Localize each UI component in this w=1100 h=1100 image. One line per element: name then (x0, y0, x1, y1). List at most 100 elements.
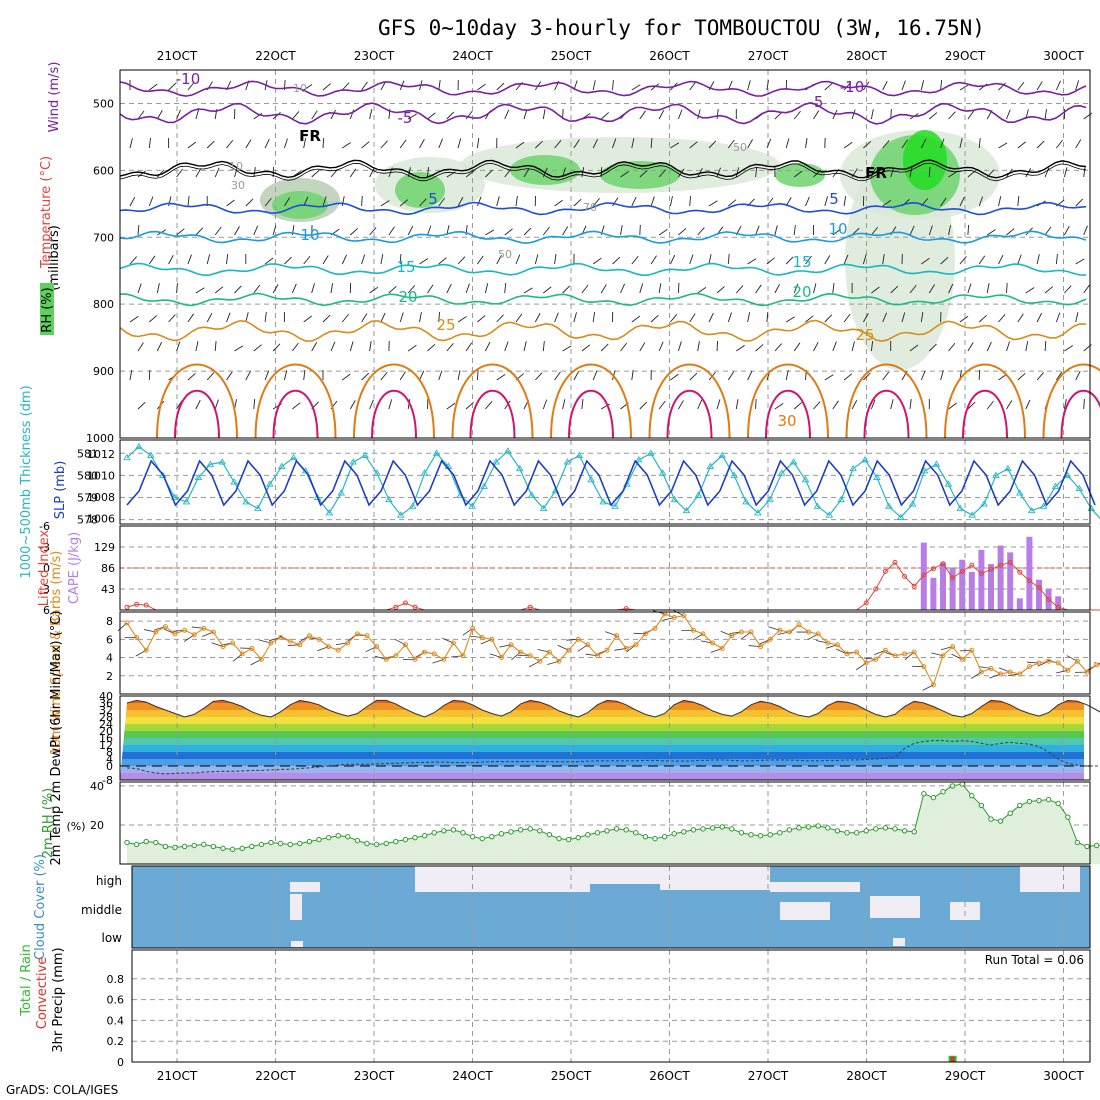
wind-barb (156, 341, 163, 352)
thickness-point (396, 511, 405, 518)
precip-tick: 0.2 (107, 1035, 125, 1048)
wind-barb (678, 400, 684, 410)
wind-barb (689, 195, 692, 207)
date-label-top: 27OCT (748, 49, 789, 63)
thickness-point (920, 467, 929, 474)
precip-tick: 0.6 (107, 994, 125, 1007)
wind-barb (716, 167, 722, 178)
wind-barb (264, 370, 270, 381)
wind-barb (187, 196, 190, 207)
wind-barb (226, 312, 231, 323)
li-point (969, 562, 975, 568)
wind-barb (303, 255, 311, 265)
wind-barb (928, 284, 935, 294)
wind-speed-point (834, 642, 840, 648)
wind-barb (998, 82, 1006, 91)
thickness-point (480, 482, 488, 489)
rh-point (181, 843, 188, 850)
wind-barb (677, 341, 682, 352)
contour-label: 50 (733, 141, 747, 154)
wind-barb (689, 141, 698, 149)
wind-barb (311, 169, 320, 178)
wind-speed-point (748, 629, 754, 635)
wind-barb (909, 344, 919, 352)
chart-title: GFS 0~10day 3-hourly for TOMBOUCTOU (3W,… (378, 16, 985, 40)
rh-point (777, 830, 783, 836)
rh-point (681, 829, 687, 835)
temp-tick-inner: 28 (99, 711, 113, 724)
wind-barb (1025, 341, 1029, 352)
contour-label: 5 (428, 190, 438, 208)
contour-label: -10 (176, 70, 201, 88)
wind-barb (727, 371, 735, 381)
wind-barb (1075, 198, 1084, 207)
wind-barb (206, 312, 213, 323)
wind-barb (774, 111, 783, 120)
rh-point (450, 827, 457, 833)
wind-barb (349, 168, 357, 178)
wind-speed-point (767, 636, 773, 642)
cloud-high-block (415, 866, 590, 892)
wind-barb (534, 372, 543, 381)
wind-barb (330, 169, 338, 178)
wind-barb (1064, 226, 1070, 236)
wind-barb (1055, 80, 1061, 91)
wind-barb (554, 140, 562, 149)
wind-barb (477, 83, 486, 91)
thickness-point (408, 502, 417, 509)
wind-barb (438, 311, 440, 323)
wind-barb (592, 312, 596, 323)
wind-barb (967, 401, 976, 410)
rh-point (585, 832, 591, 838)
wind-barb (785, 316, 795, 323)
wind-barb (766, 197, 774, 207)
thickness-point (492, 458, 500, 465)
wind-barb (851, 109, 856, 120)
cape-lifted-index-panel: -6 -3 0 3 6 129 86 43 Lifted Index CAPE (J/kg) (37, 520, 1100, 617)
wind-barb (1075, 370, 1081, 381)
wind-speed-point (383, 656, 389, 662)
wind-barb (959, 315, 969, 323)
wind-barb (322, 255, 329, 265)
p7-axes: high middle low (81, 874, 122, 945)
wind-barb (612, 256, 621, 265)
wind-barb (967, 283, 972, 294)
wind-speed-point (902, 651, 908, 657)
thickness-point (182, 498, 191, 505)
thickness-point (158, 471, 167, 478)
wind-speed-point (364, 633, 370, 639)
wind-barb (446, 111, 455, 120)
li-point (412, 604, 418, 610)
wind-barb (1017, 196, 1020, 207)
wind-speed-point (1074, 658, 1080, 664)
date-label-top: 29OCT (945, 49, 986, 63)
wind-barb (755, 344, 764, 352)
wind-speed-point (527, 653, 533, 659)
contour-35-arc (568, 389, 614, 439)
li-point (950, 575, 956, 581)
rh-tick: 20 (90, 819, 104, 832)
li-tick: 0 (43, 562, 50, 575)
rh-shade-area (395, 172, 445, 208)
wind-barb (465, 170, 475, 178)
rh-point (978, 802, 985, 809)
p3-frame (119, 525, 1091, 611)
cape-label: CAPE (J/kg) (67, 532, 82, 604)
wind-barb (168, 314, 176, 323)
contour-label: 10 (229, 160, 243, 173)
rh-point (133, 841, 140, 848)
footer-credit: GrADS: COLA/IGES (6, 1083, 118, 1097)
date-label-top: 26OCT (649, 49, 690, 63)
wind-barb (1075, 139, 1082, 149)
wind-barb (342, 373, 351, 381)
rh-point (460, 830, 466, 836)
wind-barb (1083, 284, 1090, 294)
temperature-axis-label: Temperature (°C) (39, 156, 54, 269)
wind-barb (206, 254, 211, 265)
thickness-point (896, 513, 905, 520)
wind-speed-point (306, 633, 312, 639)
rh-point (1026, 798, 1033, 805)
wind-barb (485, 401, 493, 410)
wind-barb (407, 285, 416, 294)
wind-barb (369, 286, 379, 294)
